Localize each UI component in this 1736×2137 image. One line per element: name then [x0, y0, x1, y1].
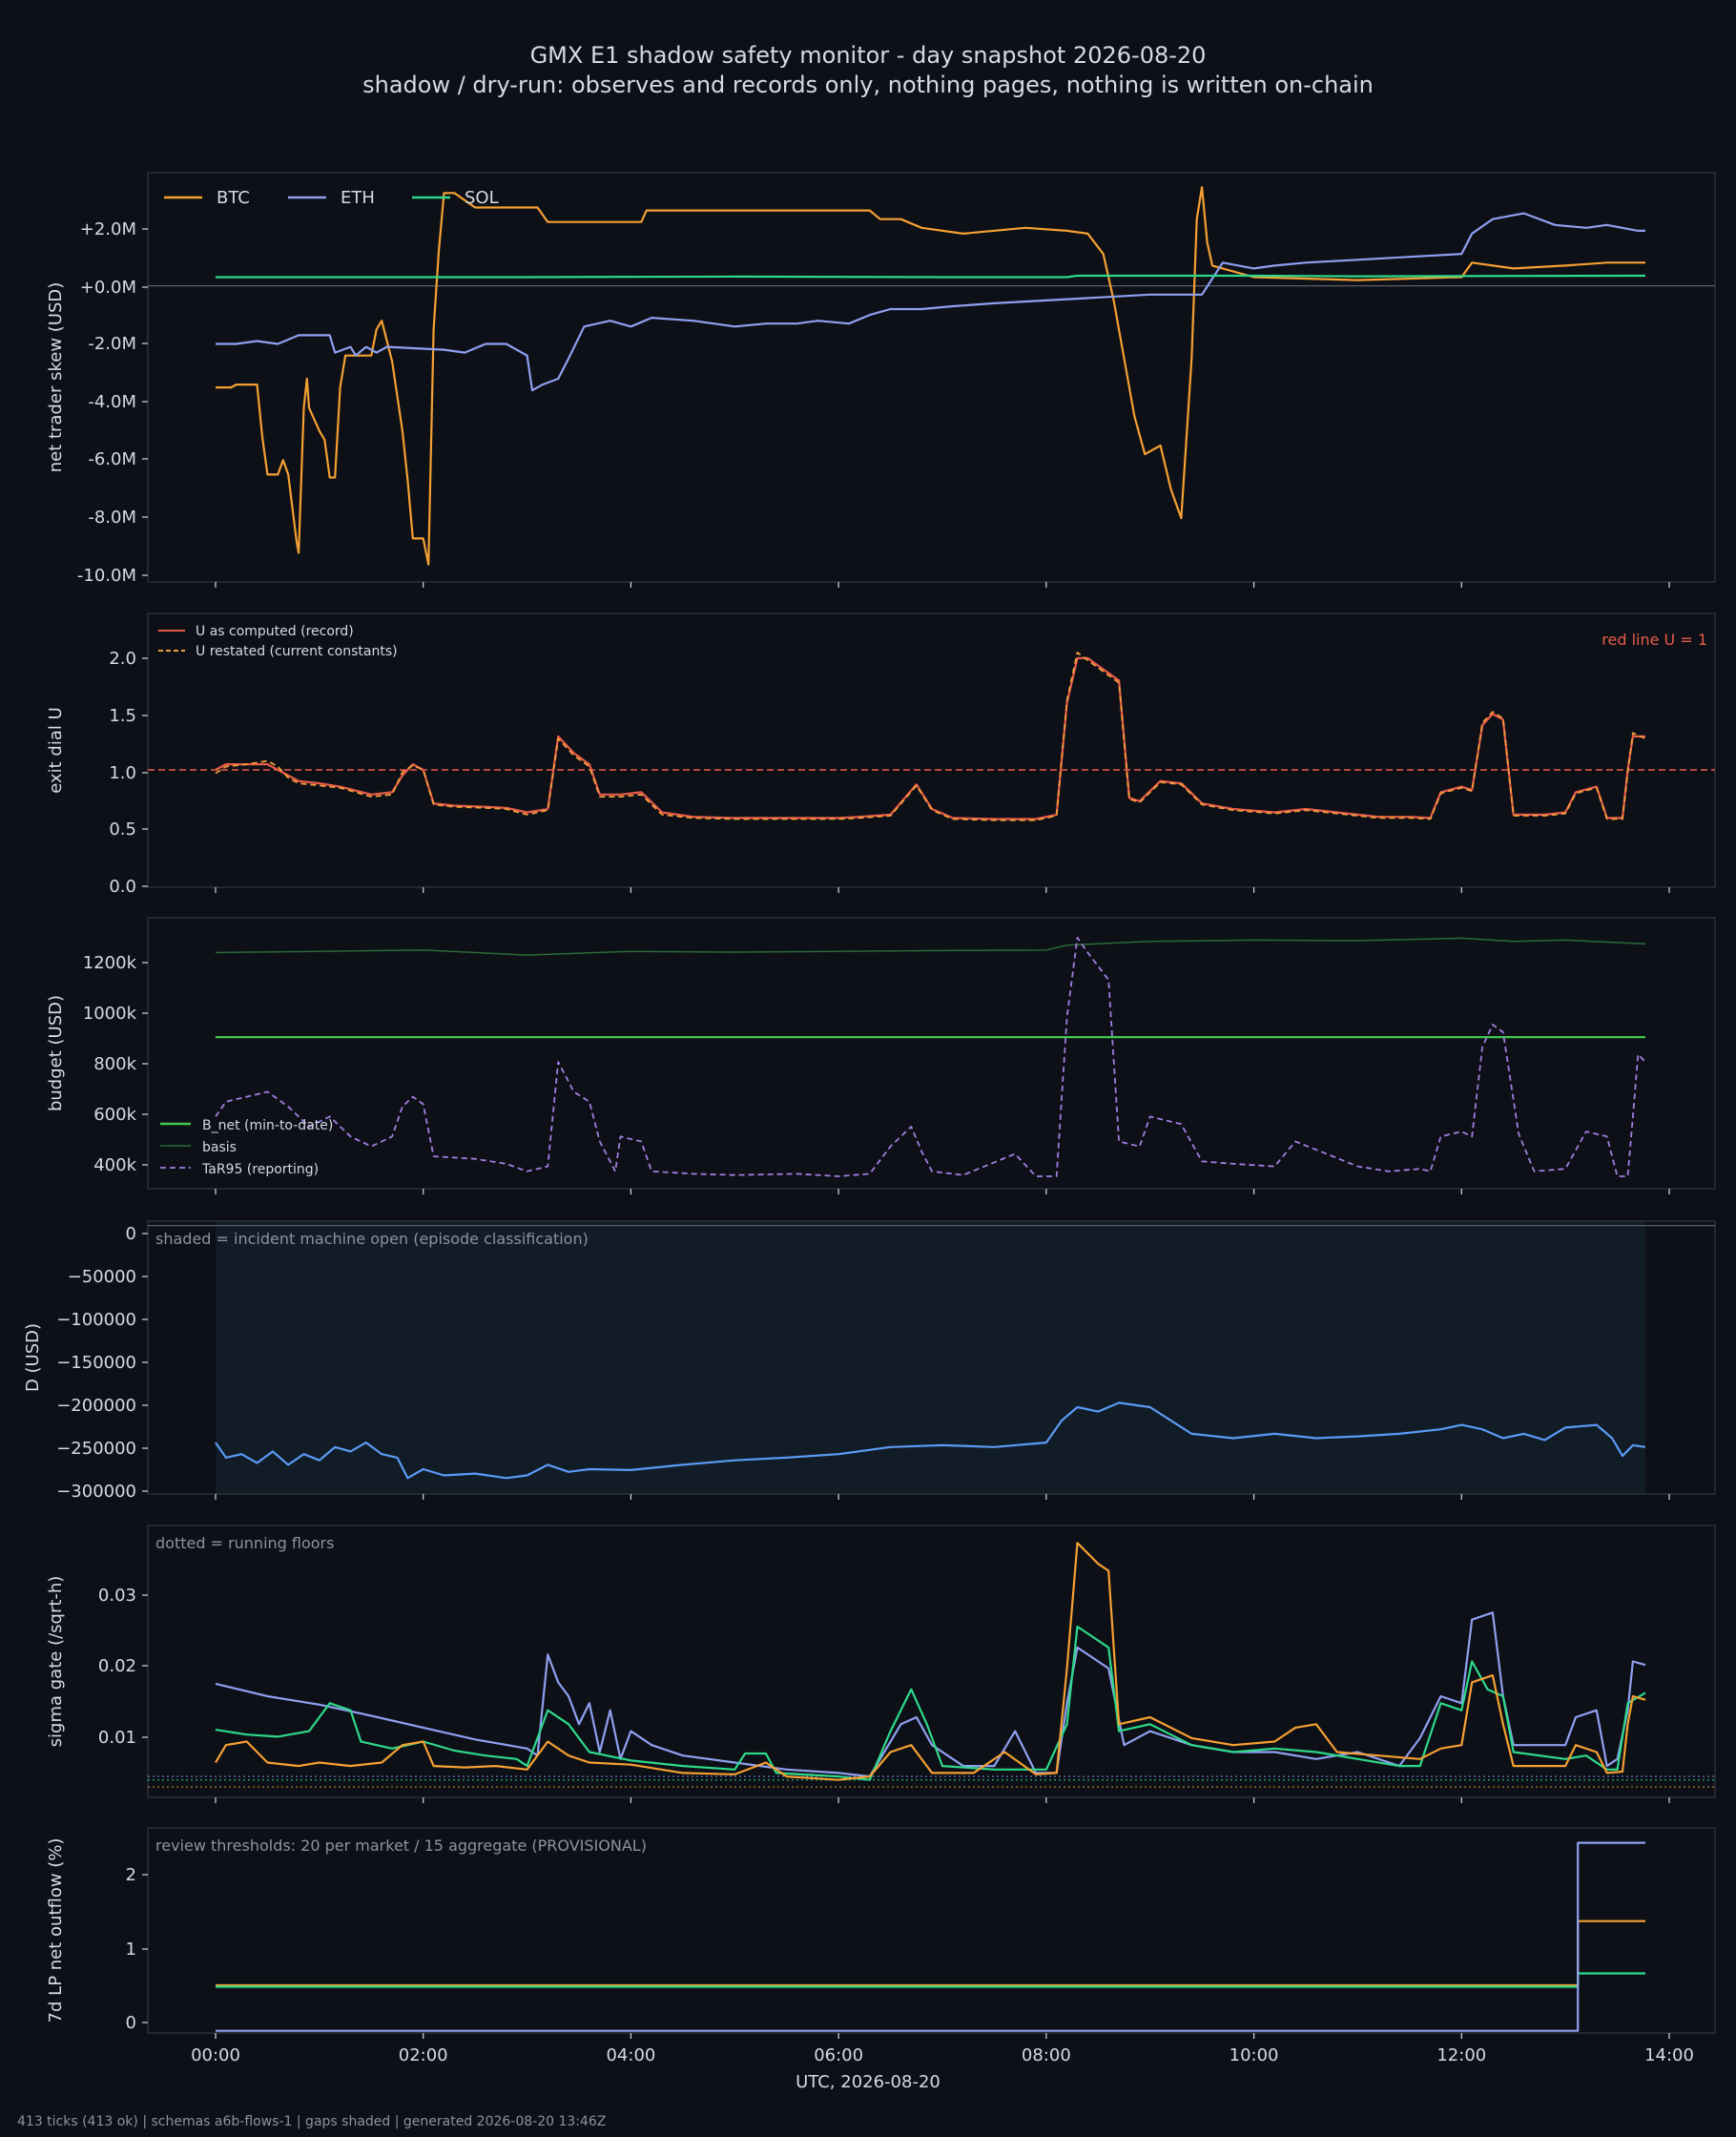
y-tick-label: 800k [93, 1054, 136, 1074]
y-tick-label: −100000 [56, 1310, 136, 1330]
y-axis-label: D (USD) [23, 1323, 43, 1392]
y-tick-label: -2.0M [88, 334, 136, 354]
panel-exit_dial: 0.0 0.5 1.0 1.5 2.0 exit dial U red line U = 1… [46, 612, 1716, 897]
legend-label: U as computed (record) [196, 624, 354, 639]
y-tick-label: -10.0M [77, 566, 136, 586]
y-tick-label: 0.02 [98, 1656, 136, 1676]
x-tick-label: 04:00 [606, 2045, 655, 2065]
series-lp_outflow-eth [216, 1841, 1645, 2032]
redline-annotation: red line U = 1 [1602, 631, 1707, 649]
y-tick-label: −150000 [56, 1353, 136, 1373]
panel-skew: +2.0M +0.0M -2.0M -4.0M -6.0M -8.0M -10.0M net … [46, 172, 1716, 588]
panel-d_usd: 0 −50000 −100000 −150000 −200000 −250000 −3000… [23, 1220, 1716, 1502]
series-skew-eth [216, 212, 1645, 392]
series-skew-btc [216, 186, 1645, 566]
series-sigma_gate-sol [215, 1625, 1646, 1781]
legend-label: ETH [341, 188, 375, 208]
y-tick-label: 1000k [83, 1004, 137, 1024]
y-tick-label: 0.03 [98, 1586, 136, 1606]
x-axis-label: UTC, 2026-08-20 [796, 2072, 940, 2092]
y-tick-label: 600k [93, 1105, 136, 1125]
x-tick-label: 02:00 [399, 2045, 448, 2065]
panel-note: dotted = running floors [155, 1534, 334, 1552]
y-axis-label: exit dial U [46, 707, 66, 794]
y-tick-label: 0.0 [109, 877, 136, 897]
panel-note: review thresholds: 20 per market / 15 ag… [155, 1836, 647, 1855]
y-tick-label: +2.0M [80, 219, 136, 239]
y-tick-label: +0.0M [80, 278, 136, 298]
axes-frame [147, 172, 1716, 583]
axes-frame [147, 1525, 1716, 1798]
legend-label: U restated (current constants) [196, 644, 398, 659]
y-tick-label: 2.0 [109, 649, 136, 669]
y-tick-label: 0.5 [109, 820, 136, 840]
y-tick-label: −50000 [68, 1267, 136, 1287]
series-sigma_gate-eth [215, 1611, 1646, 1778]
panel-note: shaded = incident machine open (episode … [155, 1230, 589, 1248]
chart-subtitle: shadow / dry-run: observes and records o… [362, 72, 1374, 98]
y-tick-label: 0.01 [98, 1728, 136, 1748]
legend-label: BTC [217, 188, 250, 208]
legend-label: basis [202, 1140, 237, 1155]
y-tick-label: 1 [126, 1940, 136, 1960]
y-tick-label: 1.5 [109, 706, 136, 726]
series-skew-sol [216, 274, 1646, 279]
y-axis-label: net trader skew (USD) [46, 282, 66, 473]
legend-label: TaR95 (reporting) [201, 1162, 319, 1177]
y-tick-label: 400k [93, 1155, 136, 1175]
series-d_usd-d [215, 1401, 1646, 1480]
footer-status: 413 ticks (413 ok) | schemas a6b-flows-1… [17, 2114, 606, 2129]
y-tick-label: −300000 [56, 1482, 136, 1502]
y-tick-label: 1200k [83, 953, 137, 973]
y-tick-label: 1.0 [109, 763, 136, 783]
y-axis-label: 7d LP net outflow (%) [46, 1838, 66, 2023]
panel-sigma_gate: 0.01 0.02 0.03 sigma gate (/sqrt-h) dotted =… [46, 1525, 1716, 1803]
axes-frame [147, 917, 1716, 1190]
series-budget-tar95-reporting- [215, 936, 1646, 1177]
axes-frame [147, 612, 1716, 888]
y-axis-label: budget (USD) [46, 995, 66, 1111]
y-tick-label: 2 [126, 1865, 136, 1885]
y-tick-label: -6.0M [88, 449, 136, 469]
series-sigma_gate-btc [215, 1542, 1646, 1781]
x-tick-label: 00:00 [191, 2045, 240, 2065]
y-axis-label: sigma gate (/sqrt-h) [46, 1576, 66, 1748]
axes-frame [147, 1220, 1716, 1495]
incident-shade [216, 1221, 1645, 1494]
y-tick-label: −200000 [56, 1396, 136, 1416]
legend-label: B_net (min-to-date) [202, 1118, 333, 1133]
x-tick-label: 08:00 [1022, 2045, 1071, 2065]
x-tick-label: 10:00 [1230, 2045, 1279, 2065]
panel-budget: 400k 600k 800k 1000k 1200k budget (USD) B_net … [46, 917, 1716, 1194]
x-tick-label: 06:00 [814, 2045, 863, 2065]
panel-lp_outflow: 0 1 2 00:00 02:00 04:00 06:00 08:00 10:00 12:00 14… [46, 1827, 1716, 2065]
y-tick-label: −250000 [56, 1439, 136, 1459]
y-tick-label: 0 [126, 1224, 136, 1244]
legend-label: SOL [465, 188, 499, 208]
y-tick-label: -8.0M [88, 508, 136, 528]
series-exit_dial-u-restated-current-constants- [215, 652, 1646, 821]
axes-frame [147, 1827, 1716, 2034]
series-lp_outflow-btc [216, 1919, 1645, 1987]
y-tick-label: 0 [126, 2013, 136, 2033]
chart-panels: +2.0M +0.0M -2.0M -4.0M -6.0M -8.0M -10.0M net … [23, 172, 1716, 2065]
chart-title: GMX E1 shadow safety monitor - day snaps… [530, 42, 1207, 69]
series-budget-basis [215, 937, 1646, 956]
x-tick-label: 14:00 [1644, 2045, 1694, 2065]
x-tick-label: 12:00 [1436, 2045, 1486, 2065]
y-tick-label: -4.0M [88, 392, 136, 412]
